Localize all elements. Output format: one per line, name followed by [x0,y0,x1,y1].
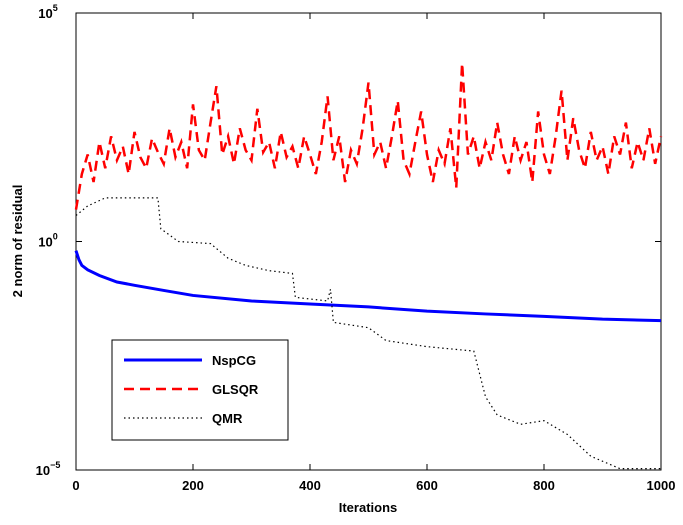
line-series [74,250,662,323]
x-tick-label: 400 [299,478,321,493]
x-axis-label: Iterations [339,500,398,515]
y-tick-label: 10−5 [36,460,61,478]
y-tick-label: 100 [38,232,57,250]
x-tick-label: 0 [72,478,79,493]
y-tick-exponent: −5 [50,460,60,470]
y-tick-base: 10 [36,463,50,478]
y-tick-exponent: 5 [53,3,58,13]
legend-box [111,339,289,441]
y-axis-label: 2 norm of residual [10,185,25,298]
y-tick-exponent: 0 [53,232,58,242]
y-tick-base: 10 [38,6,52,21]
legend-label: QMR [212,411,243,426]
x-tick-label: 600 [416,478,438,493]
x-tick-label: 800 [533,478,555,493]
legend-label: GLSQR [212,382,259,397]
x-tick-label: 200 [182,478,204,493]
line-series [75,197,661,470]
legend-label: NspCG [212,353,256,368]
line-series [74,63,663,210]
y-tick-label: 105 [38,3,57,21]
y-tick-base: 10 [38,235,52,250]
x-tick-label: 1000 [647,478,676,493]
